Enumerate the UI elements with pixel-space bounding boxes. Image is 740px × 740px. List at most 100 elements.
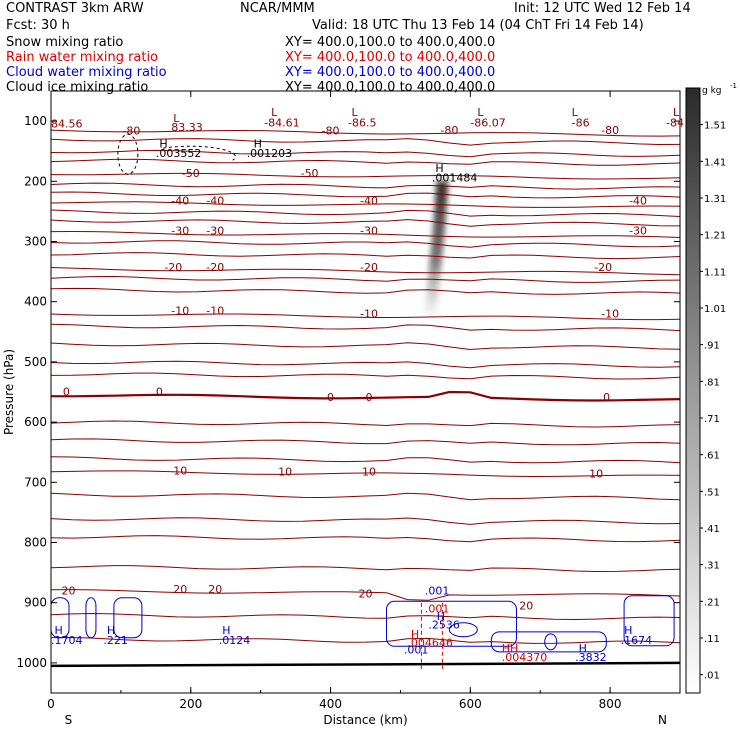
temperature-label: -20 xyxy=(594,261,612,274)
temperature-label: -40 xyxy=(206,195,224,208)
temperature-contour--30 xyxy=(50,230,681,238)
snow-contour xyxy=(117,133,139,175)
temperature-contour xyxy=(50,420,681,428)
x-tick-label: 800 xyxy=(599,697,622,711)
extremum-label: L xyxy=(352,106,359,119)
cloud-water-contour xyxy=(490,631,607,653)
temperature-contour xyxy=(50,517,681,525)
temperature-contour xyxy=(50,612,681,621)
cloud-water-contour xyxy=(113,597,143,639)
y-tick-label: 1000 xyxy=(16,656,47,670)
extremum-label: .003552 xyxy=(156,147,202,160)
extremum-label: .1674 xyxy=(621,634,653,647)
temperature-label: -20 xyxy=(164,261,182,274)
valid-time: Valid: 18 UTC Thu 13 Feb 14 (04 ChT Fri … xyxy=(312,18,644,33)
temperature-label: -10 xyxy=(360,308,378,321)
extremum-label: -86 xyxy=(572,116,590,129)
temperature-contour-20 xyxy=(50,589,681,601)
extremum-label: H xyxy=(222,624,230,637)
colorbar-label: .11 xyxy=(704,634,720,645)
temperature-label: -50 xyxy=(301,167,319,180)
temperature-contour xyxy=(50,191,681,199)
temperature-contour xyxy=(50,342,681,351)
x-axis-label: Distance (km) xyxy=(323,713,407,727)
colorbar-label: .91 xyxy=(704,341,720,352)
y-tick-label: 200 xyxy=(24,174,47,188)
temperature-label: -30 xyxy=(206,225,224,238)
temperature-label: -20 xyxy=(360,261,378,274)
temperature-label: -30 xyxy=(171,225,189,238)
temperature-contour xyxy=(50,149,681,158)
field-xy-rain: XY= 400.0,100.0 to 400.0,400.0 xyxy=(285,50,496,65)
cloud-water-contour xyxy=(544,633,558,651)
x-tick-label: 0 xyxy=(47,697,55,711)
colorbar-label: 1.11 xyxy=(704,267,726,278)
temperature-contour xyxy=(50,323,681,332)
forecast-hour: Fcst: 30 h xyxy=(6,18,70,33)
temperature-contour--20 xyxy=(50,267,681,276)
temperature-label: 0 xyxy=(327,391,334,404)
extremum-label: L xyxy=(572,106,579,119)
temperature-label: -10 xyxy=(601,308,619,321)
extremum-label: .001 xyxy=(404,644,429,657)
temperature-contour xyxy=(50,456,681,464)
field-xy-snow: XY= 400.0,100.0 to 400.0,400.0 xyxy=(285,35,496,50)
x-tick-label: 600 xyxy=(459,697,482,711)
temperature-contour xyxy=(50,492,681,501)
x-tick-label: 400 xyxy=(319,697,342,711)
colorbar-label: .71 xyxy=(704,414,720,425)
temperature-contour xyxy=(50,565,681,573)
extremum-label: -86.07 xyxy=(470,116,505,129)
extremum-label: .1704 xyxy=(51,634,83,647)
plot-frame xyxy=(50,90,681,694)
cloud-water-contour xyxy=(448,622,478,638)
surface-line xyxy=(50,661,681,668)
colorbar-label: .31 xyxy=(704,561,720,572)
extremum-label: .0124 xyxy=(219,634,251,647)
cloud-water-contour xyxy=(385,600,517,647)
y-tick-label: 600 xyxy=(24,415,47,429)
colorbar-label: .01 xyxy=(704,671,720,682)
temperature-label: -80 xyxy=(322,125,340,138)
colorbar-label: .61 xyxy=(704,451,720,462)
extremum-label: .004370 xyxy=(502,651,548,664)
temperature-contour xyxy=(50,252,681,260)
y-tick-label: 100 xyxy=(24,114,47,128)
field-label-cloud-water: Cloud water mixing ratio xyxy=(6,65,167,80)
temperature-contour--80 xyxy=(50,129,681,137)
temperature-label: -40 xyxy=(360,195,378,208)
temperature-label: 0 xyxy=(156,385,163,398)
temperature-contour xyxy=(50,219,681,227)
colorbar xyxy=(685,87,701,694)
temperature-contour xyxy=(50,535,681,543)
colorbar-label: .51 xyxy=(704,487,720,498)
extremum-label: H xyxy=(435,162,443,175)
y-axis-label: Pressure (hPa) xyxy=(2,349,16,435)
extremum-label: .2536 xyxy=(428,618,460,631)
colorbar-label: 1.51 xyxy=(704,121,726,132)
temperature-contour xyxy=(50,287,681,295)
extremum-label: .001 xyxy=(425,603,450,616)
y-tick-label: 900 xyxy=(24,596,47,610)
temperature-label: 20 xyxy=(173,583,187,596)
cloud-water-contour xyxy=(623,595,675,647)
extremum-label: L xyxy=(477,106,484,119)
temperature-contour xyxy=(50,209,681,217)
extremum-label: -86.5 xyxy=(348,116,376,129)
y-tick-label: 300 xyxy=(24,235,47,249)
temperature-label: -40 xyxy=(629,195,647,208)
extremum-label: H xyxy=(437,610,445,623)
y-tick-label: 700 xyxy=(24,475,47,489)
temperature-contour xyxy=(50,438,681,446)
temperature-label: -80 xyxy=(440,124,458,137)
extremum-label: .001 xyxy=(425,585,450,598)
snow-contour xyxy=(162,145,236,161)
temperature-contour xyxy=(50,182,681,190)
extremum-label: H xyxy=(579,642,587,655)
temperature-label: -20 xyxy=(206,261,224,274)
cloud-water-contour xyxy=(85,597,97,639)
extremum-label: L xyxy=(173,112,180,125)
temperature-contour xyxy=(50,240,681,248)
extremum-label: L xyxy=(673,106,680,119)
y-tick-label: 400 xyxy=(24,295,47,309)
